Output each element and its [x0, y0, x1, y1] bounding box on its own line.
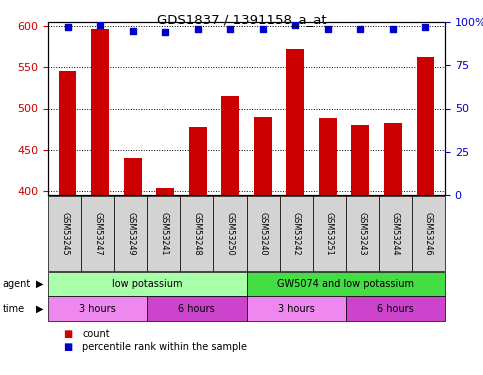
- Point: [324, 26, 332, 32]
- Text: ■: ■: [63, 329, 72, 339]
- Text: 6 hours: 6 hours: [179, 303, 215, 313]
- Text: GSM53245: GSM53245: [60, 211, 69, 255]
- Text: 3 hours: 3 hours: [79, 303, 116, 313]
- Point: [194, 26, 201, 32]
- Bar: [156, 188, 174, 195]
- Text: ■: ■: [63, 342, 72, 352]
- Bar: [319, 118, 337, 195]
- Point: [129, 28, 137, 34]
- Point: [227, 26, 234, 32]
- Text: GSM53243: GSM53243: [358, 212, 367, 255]
- Text: GSM53241: GSM53241: [159, 212, 168, 255]
- Text: GSM53244: GSM53244: [391, 212, 400, 255]
- Point: [356, 26, 364, 32]
- Bar: [416, 57, 434, 195]
- Text: GSM53247: GSM53247: [93, 211, 102, 255]
- Text: GW5074 and low potassium: GW5074 and low potassium: [277, 279, 414, 289]
- Text: percentile rank within the sample: percentile rank within the sample: [82, 342, 247, 352]
- Text: GSM53249: GSM53249: [126, 211, 135, 255]
- Point: [64, 24, 71, 30]
- Point: [422, 24, 429, 30]
- Point: [291, 22, 299, 28]
- Text: GSM53250: GSM53250: [226, 211, 234, 255]
- Text: GSM53240: GSM53240: [258, 212, 268, 255]
- Bar: [58, 71, 76, 195]
- Bar: [124, 158, 142, 195]
- Bar: [221, 96, 239, 195]
- Text: ▶: ▶: [36, 303, 44, 313]
- Text: GSM53246: GSM53246: [424, 212, 433, 255]
- Text: time: time: [2, 303, 25, 313]
- Point: [96, 22, 104, 28]
- Text: low potassium: low potassium: [112, 279, 183, 289]
- Text: agent: agent: [2, 279, 30, 289]
- Text: ▶: ▶: [36, 279, 44, 289]
- Point: [389, 26, 397, 32]
- Text: GDS1837 / 1391158_a_at: GDS1837 / 1391158_a_at: [156, 13, 327, 26]
- Text: count: count: [82, 329, 110, 339]
- Bar: [91, 28, 109, 195]
- Text: GSM53248: GSM53248: [192, 212, 201, 255]
- Text: 6 hours: 6 hours: [377, 303, 414, 313]
- Bar: [189, 128, 207, 195]
- Bar: [352, 125, 369, 195]
- Bar: [384, 123, 402, 195]
- Point: [259, 26, 267, 32]
- Text: GSM53242: GSM53242: [292, 211, 300, 255]
- Point: [161, 29, 169, 35]
- Text: 3 hours: 3 hours: [278, 303, 314, 313]
- Text: GSM53251: GSM53251: [325, 211, 334, 255]
- Bar: [286, 49, 304, 195]
- Bar: [254, 117, 272, 195]
